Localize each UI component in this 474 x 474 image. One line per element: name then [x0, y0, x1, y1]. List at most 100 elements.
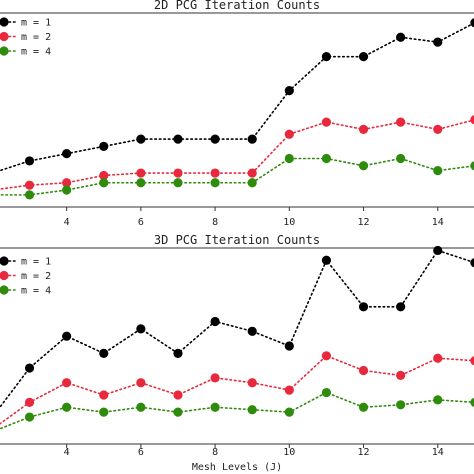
series-layer-2d [0, 18, 474, 200]
data-point [358, 302, 369, 312]
data-point [284, 407, 294, 417]
legend-marker [0, 256, 9, 266]
data-point [62, 149, 72, 159]
series-line-3 [0, 157, 474, 196]
data-point [396, 117, 406, 127]
legend-entry: m = 1 [21, 257, 51, 268]
data-point [433, 353, 443, 363]
x-axis-label: Mesh Levels (J) [192, 462, 282, 473]
series-line-2 [0, 119, 474, 190]
data-point [24, 412, 35, 422]
chart-title-3d: 3D PCG Iteration Counts [154, 233, 320, 247]
data-point [62, 185, 72, 195]
data-point [470, 356, 474, 366]
data-point [433, 245, 443, 256]
data-point [321, 387, 332, 398]
data-point [210, 178, 220, 188]
data-point [396, 32, 406, 42]
legend-marker [0, 31, 9, 42]
chart-title-2d: 2D PCG Iteration Counts [154, 0, 320, 12]
data-point [247, 168, 257, 178]
legend-marker [0, 285, 9, 295]
data-point [321, 153, 332, 164]
data-point [284, 385, 294, 395]
data-point [396, 302, 406, 312]
data-point [396, 400, 406, 410]
data-point [136, 378, 146, 388]
legend-3d: m = 1 m = 2 m = 4 [0, 256, 51, 297]
data-point [99, 390, 109, 400]
data-point [470, 397, 474, 407]
data-point [433, 37, 443, 47]
series-line-3 [0, 391, 474, 430]
data-point [284, 153, 294, 164]
data-point [284, 341, 294, 351]
data-point [358, 161, 369, 171]
data-point [210, 168, 220, 178]
data-point [470, 115, 474, 125]
data-point [433, 124, 443, 134]
data-point [210, 316, 220, 327]
x-tick-label: 4 [64, 447, 70, 458]
data-point [99, 141, 109, 151]
data-point [470, 161, 474, 171]
data-point [62, 402, 72, 412]
data-point [136, 324, 146, 334]
data-point [433, 166, 443, 176]
data-point [99, 170, 109, 181]
x-ticks-2d: 2468101214 [64, 207, 444, 228]
data-point [24, 180, 35, 190]
data-point [210, 134, 220, 144]
data-point [210, 402, 220, 412]
data-point [173, 178, 183, 188]
data-point [321, 351, 332, 361]
data-point [321, 52, 332, 62]
data-point [210, 373, 220, 383]
legend-marker [0, 17, 9, 27]
data-point [62, 331, 72, 341]
x-tick-label: 14 [432, 217, 444, 228]
data-point [136, 402, 146, 412]
legend-entry: m = 2 [21, 271, 51, 282]
data-point [99, 407, 109, 417]
panel-3d: 3D PCG Iteration Counts 2468101214 m = 1… [0, 233, 474, 473]
data-point [62, 378, 72, 388]
data-point [358, 124, 369, 134]
series-line-1 [0, 249, 474, 409]
data-point [24, 156, 35, 166]
data-point [24, 397, 35, 407]
data-point [247, 134, 257, 144]
data-point [470, 258, 474, 268]
data-point [24, 363, 35, 373]
x-tick-label: 12 [358, 217, 370, 228]
data-point [396, 370, 406, 380]
data-point [173, 407, 183, 417]
data-point [173, 134, 183, 144]
x-tick-label: 8 [212, 447, 218, 458]
data-point [24, 190, 35, 200]
panel-2d: 2D PCG Iteration Counts 2468101214 m = 1… [0, 0, 474, 228]
x-tick-label: 6 [138, 447, 144, 458]
data-point [247, 326, 257, 336]
data-point [173, 168, 183, 178]
data-point [136, 178, 146, 188]
legend-marker [0, 46, 9, 56]
data-point [433, 395, 443, 405]
data-point [358, 402, 369, 412]
data-point [358, 52, 369, 62]
data-point [470, 18, 474, 28]
data-point [321, 117, 332, 127]
x-tick-label: 8 [212, 217, 218, 228]
data-point [136, 168, 146, 178]
x-tick-label: 6 [138, 217, 144, 228]
data-point [358, 365, 369, 376]
data-point [284, 129, 294, 139]
legend-entry: m = 2 [21, 32, 51, 43]
legend-2d: m = 1 m = 2 m = 4 [0, 17, 51, 58]
x-tick-label: 4 [64, 217, 70, 228]
x-ticks-3d: 2468101214 [64, 444, 444, 458]
data-point [396, 153, 406, 164]
x-tick-label: 14 [432, 447, 444, 458]
data-point [321, 255, 332, 265]
data-point [247, 178, 257, 188]
